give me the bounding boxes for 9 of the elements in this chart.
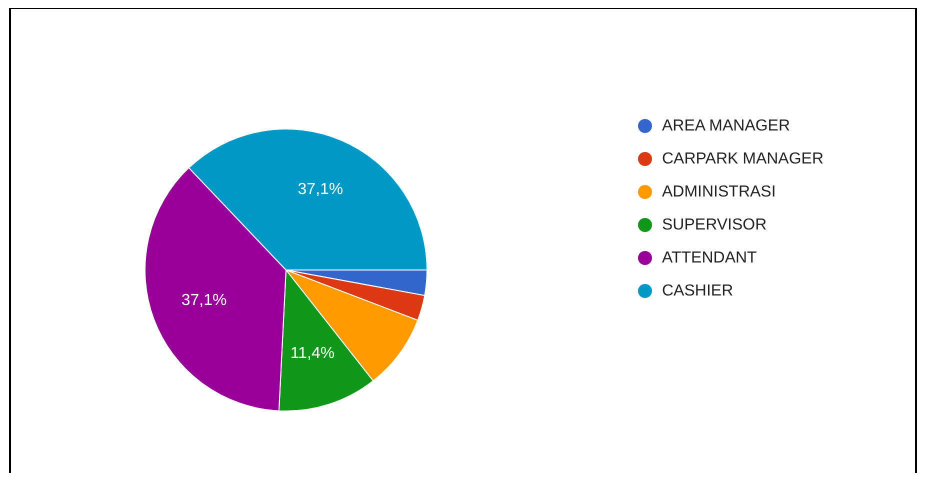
legend-label: AREA MANAGER	[662, 118, 790, 134]
legend-label: SUPERVISOR	[662, 216, 767, 234]
data-label: 11,4%	[290, 344, 335, 362]
data-label: 37,1%	[181, 292, 227, 309]
legend-label: ATTENDANT	[662, 250, 758, 266]
legend-label: CASHIER	[662, 282, 734, 300]
legend-label: ADMINISTRASI	[662, 184, 776, 200]
legend-label: CARPARK MANAGER	[662, 150, 824, 168]
data-label: 37,1%	[298, 181, 344, 198]
